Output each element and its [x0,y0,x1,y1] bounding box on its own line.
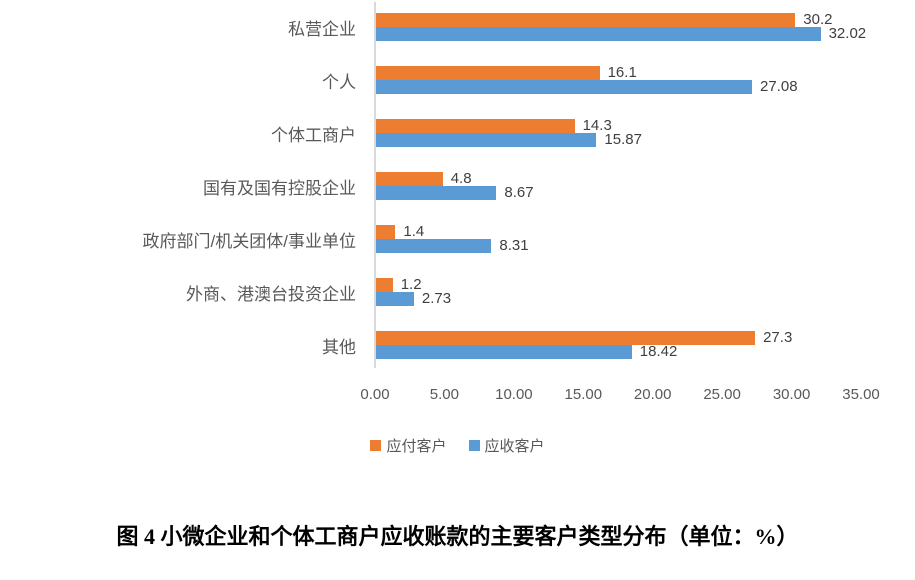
bar-value-label: 14.3 [582,117,612,134]
bar-receivable [376,292,414,306]
legend-label: 应付客户 [386,438,447,455]
bar-payable [376,225,396,239]
bar-line: 30.2 [376,11,862,28]
bar-line: 8.67 [376,184,862,201]
category-label: 外商、港澳台投资企业 [186,285,356,304]
bars-group: 14.3 15.87 [376,107,862,160]
x-tick-label: 20.00 [633,386,672,403]
bar-chart: 私营企业 30.2 32.02 个人 16.1 27.08 个体工商户 14.3 15.87 国有… [0,1,866,372]
bar-line: 32.02 [376,26,866,41]
chart-category-row: 政府部门/机关团体/事业单位 1.4 8.31 [0,213,862,266]
bar-receivable [376,239,492,253]
legend-swatch-icon [370,440,382,451]
bar-receivable [376,186,497,200]
chart-category-row: 其他 27.3 18.42 [0,319,862,372]
x-tick-label: 15.00 [564,386,603,403]
bars-group: 1.2 2.73 [376,266,862,319]
y-axis-line [374,2,376,368]
bar-value-label: 4.8 [450,170,472,187]
category-label: 其他 [322,338,356,357]
chart-category-row: 个体工商户 14.3 15.87 [0,107,862,160]
bar-payable [376,13,796,27]
bar-line: 14.3 [376,117,862,134]
bar-line: 1.2 [376,276,862,293]
x-tick-label: 30.00 [772,386,811,403]
bar-receivable [376,80,752,94]
x-tick-label: 25.00 [703,386,741,403]
bars-group: 1.4 8.31 [376,213,862,266]
chart-category-row: 国有及国有控股企业 4.8 8.67 [0,160,862,213]
category-label: 私营企业 [288,20,356,39]
chart-category-row: 外商、港澳台投资企业 1.2 2.73 [0,266,862,319]
bar-line: 16.1 [376,64,862,81]
chart-category-row: 个人 16.1 27.08 [0,54,862,107]
bar-line: 1.4 [376,223,862,240]
bar-value-label: 32.02 [828,25,867,42]
bars-group: 30.2 32.02 [376,1,866,54]
bar-line: 15.87 [376,131,862,148]
category-label: 个体工商户 [271,126,356,145]
x-tick-label: 35.00 [842,386,880,403]
bars-group: 16.1 27.08 [376,54,862,107]
bar-value-label: 2.73 [421,290,452,307]
figure-caption: 图 4 小微企业和个体工商户应收账款的主要客户类型分布（单位：%） [116,524,799,549]
bar-line: 18.42 [376,343,862,360]
bar-value-label: 1.2 [400,276,422,293]
bars-group: 4.8 8.67 [376,160,862,213]
bar-value-label: 18.42 [639,343,678,360]
bar-receivable [376,27,821,41]
bar-line: 8.31 [376,237,862,254]
x-axis-ticks: 0.00 5.00 10.00 15.00 20.00 25.00 30.00 35.00 [360,386,879,404]
bar-value-label: 8.31 [499,237,529,254]
bar-payable [376,278,393,292]
bar-line: 27.3 [376,329,862,346]
bar-receivable [376,345,632,359]
legend-label: 应收客户 [484,438,545,455]
bar-line: 4.8 [376,170,862,187]
bar-value-label: 15.87 [604,131,642,148]
bar-payable [376,119,575,133]
bar-payable [376,66,600,80]
x-tick-label: 10.00 [495,386,533,403]
category-label: 个人 [322,73,356,92]
chart-category-row: 私营企业 30.2 32.02 [0,1,866,54]
bar-payable [376,331,756,345]
bar-receivable [376,133,597,147]
bar-payable [376,172,443,186]
chart-legend: 应付客户 应收客户 [0,435,915,456]
bars-group: 27.3 18.42 [376,319,862,372]
bar-value-label: 27.3 [763,329,793,346]
bar-value-label: 8.67 [504,184,534,201]
legend-item-payable: 应付客户 [370,435,447,456]
legend-item-receivable: 应收客户 [468,435,545,456]
category-label: 国有及国有控股企业 [203,179,356,198]
x-tick-label: 5.00 [429,386,459,403]
bar-value-label: 1.4 [403,223,425,240]
x-tick-label: 0.00 [360,386,390,403]
legend-swatch-icon [468,440,480,451]
bar-value-label: 16.1 [607,64,637,81]
bar-value-label: 27.08 [760,78,798,95]
bar-value-label: 30.2 [803,11,833,28]
category-label: 政府部门/机关团体/事业单位 [142,232,356,251]
bar-line: 27.08 [376,78,862,95]
bar-line: 2.73 [376,290,862,307]
